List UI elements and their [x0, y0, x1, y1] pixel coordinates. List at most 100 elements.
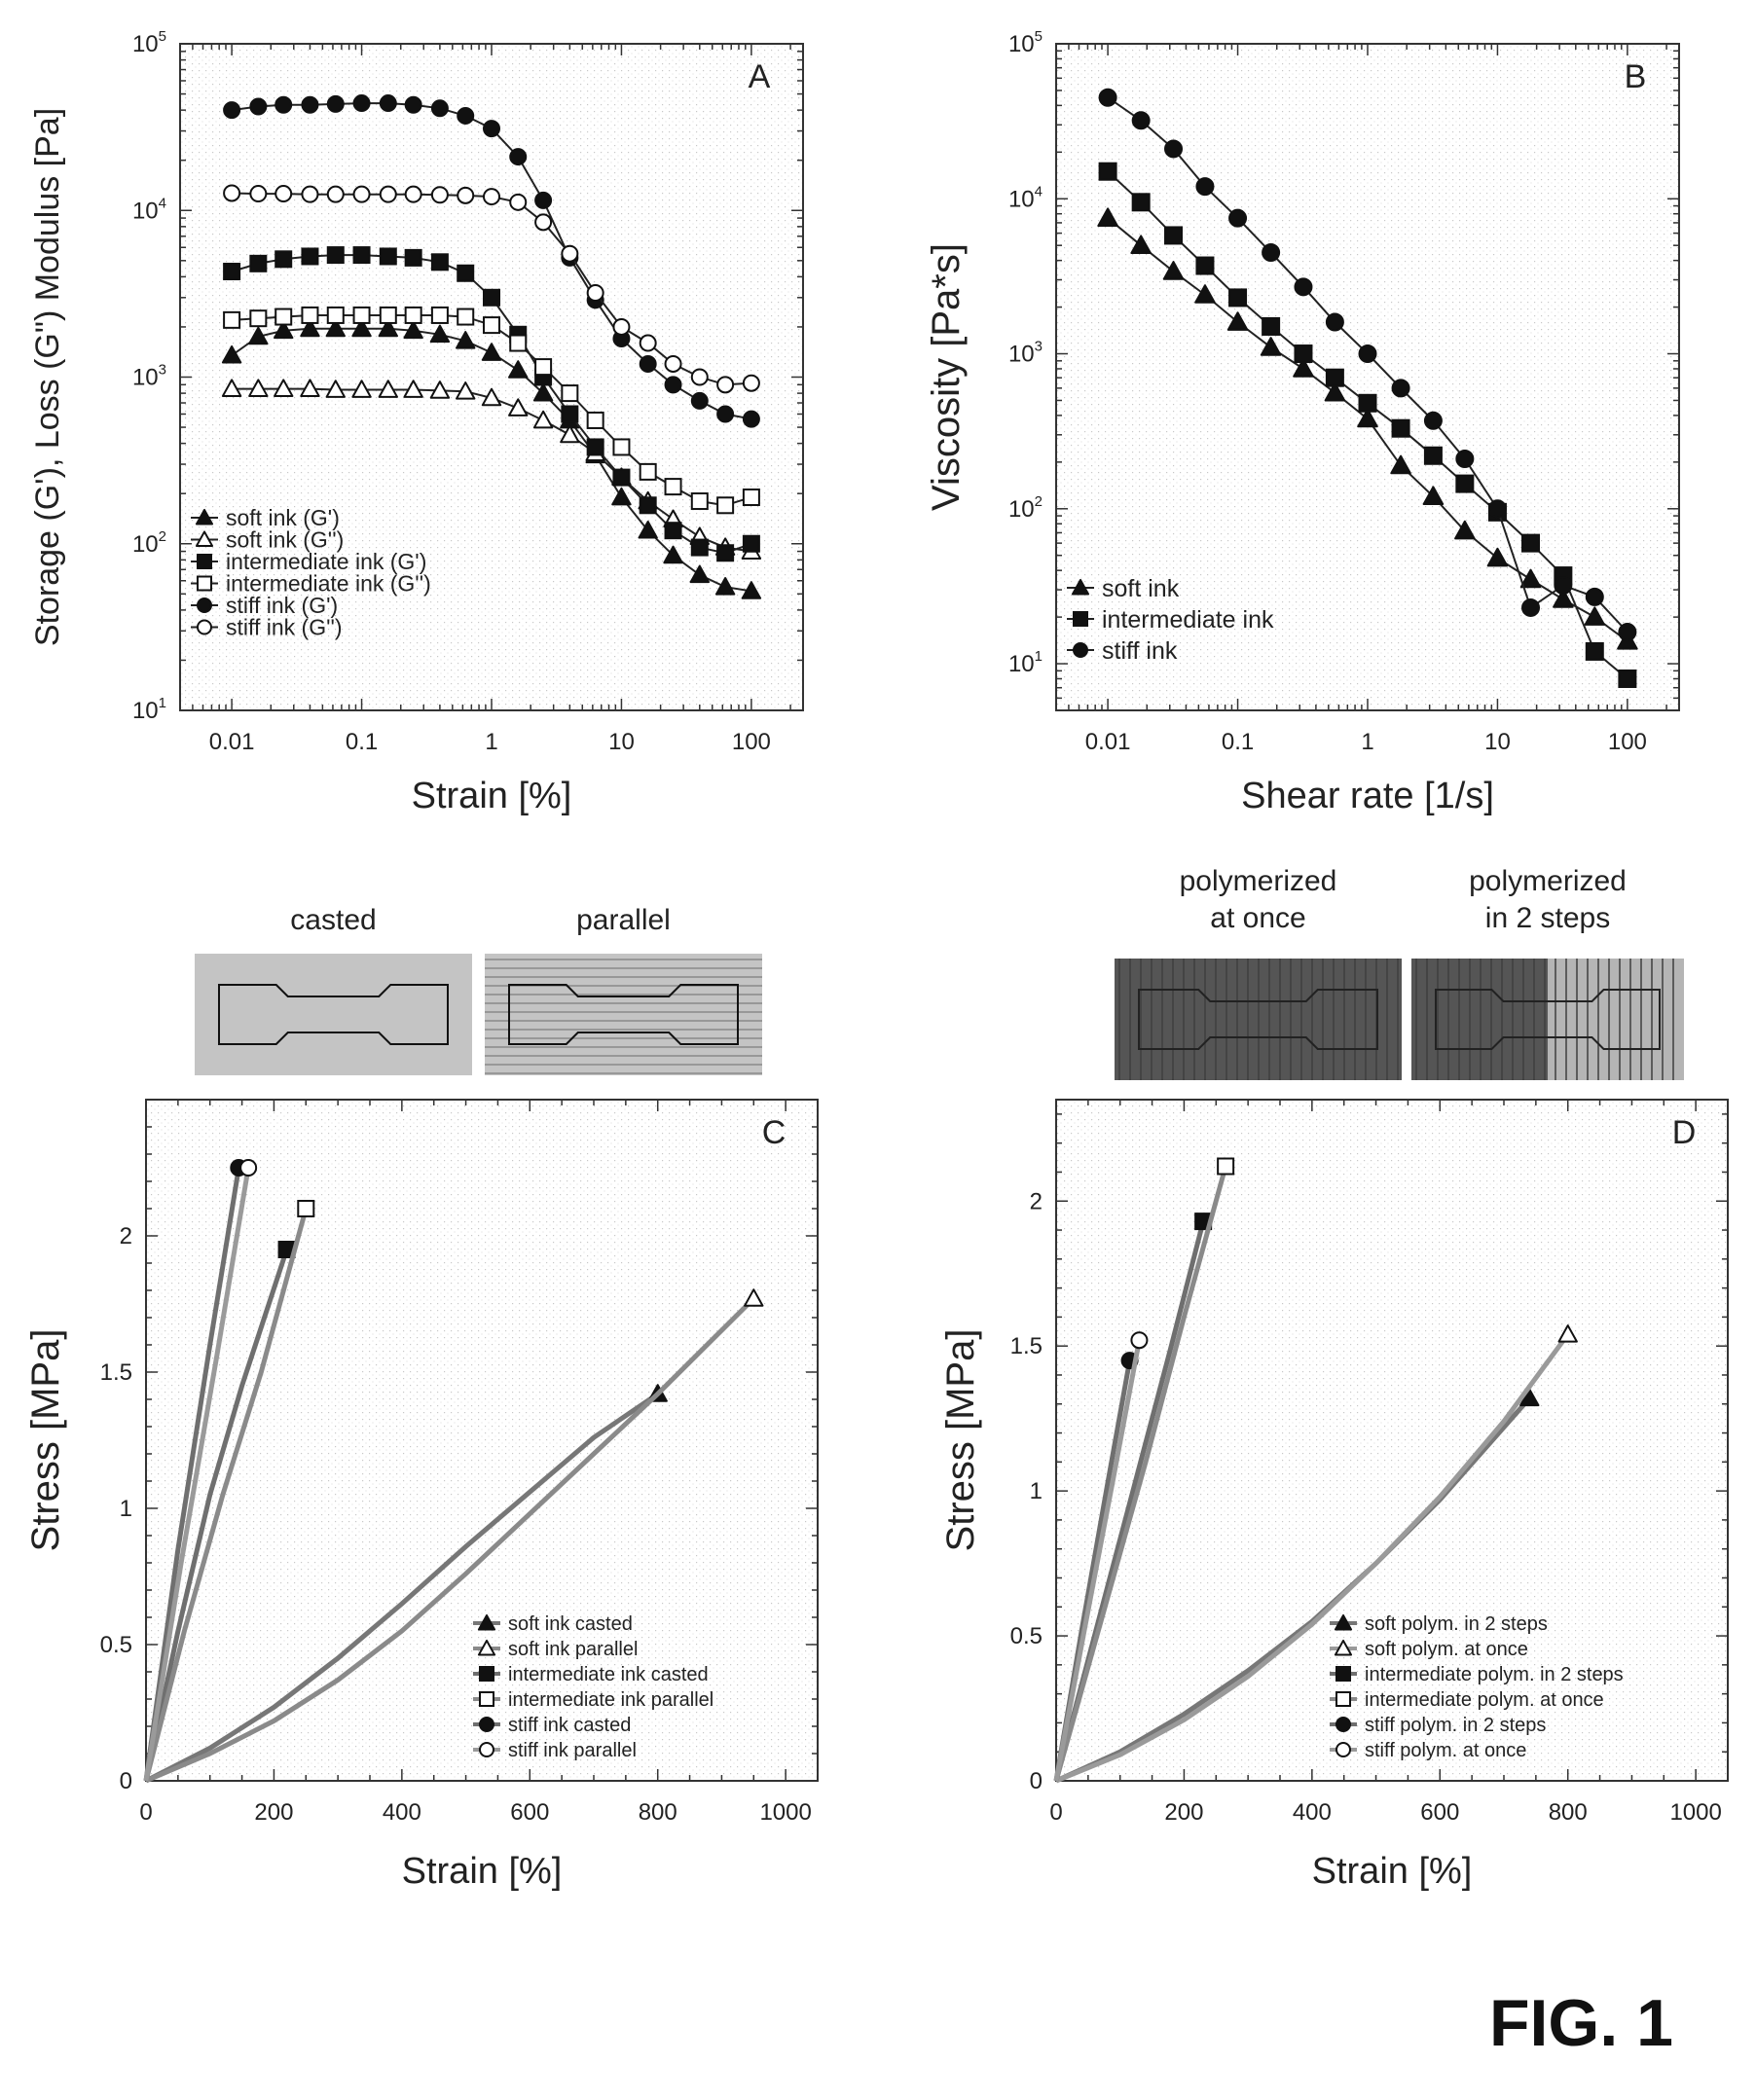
- series-line: [144, 1392, 660, 1784]
- y-tick-label: 2: [120, 1223, 132, 1249]
- series-line: [143, 1167, 251, 1782]
- y-tick-label: 102: [1008, 493, 1043, 523]
- data-point: [274, 95, 293, 114]
- legend-label: soft ink casted: [508, 1613, 633, 1635]
- data-point: [1294, 344, 1313, 364]
- data-point: [223, 310, 241, 329]
- legend-label: intermediate polym. in 2 steps: [1365, 1664, 1624, 1685]
- legend-label: soft ink: [1102, 575, 1180, 602]
- data-point: [1131, 193, 1151, 212]
- legend-marker: [1335, 1691, 1351, 1707]
- x-tick-label: 100: [732, 729, 771, 755]
- data-point: [379, 94, 397, 113]
- data-point: [639, 462, 657, 481]
- sample-label-line2: in 2 steps: [1485, 902, 1610, 934]
- data-point: [429, 380, 451, 399]
- data-point: [664, 478, 682, 496]
- data-point: [742, 489, 760, 507]
- legend: soft ink (G')soft ink (G'')intermediate …: [191, 505, 431, 640]
- legend-label: intermediate ink casted: [508, 1664, 709, 1685]
- y-tick-label: 0: [120, 1768, 132, 1794]
- series-intermediate-polym-at-once: [1053, 1157, 1235, 1782]
- data-point: [689, 564, 710, 584]
- data-point: [379, 306, 397, 324]
- data-point: [1324, 381, 1346, 402]
- data-point: [1130, 1331, 1149, 1350]
- dogbone-outline: [218, 984, 449, 1045]
- data-point: [1195, 177, 1215, 197]
- legend-item-intermediate-ink-casted: intermediate ink casted: [473, 1664, 709, 1685]
- data-point: [508, 360, 529, 379]
- legend-marker: [1334, 1639, 1353, 1656]
- axis-ticks: [145, 1099, 819, 1782]
- legend-marker: [1335, 1717, 1351, 1732]
- data-point: [301, 95, 319, 114]
- data-point: [1260, 337, 1282, 356]
- sample-background-light: [1548, 959, 1684, 1080]
- data-point: [741, 581, 762, 599]
- series-line: [143, 1208, 309, 1782]
- data-point: [1487, 499, 1507, 519]
- series-intermediate-ink-g: [223, 306, 760, 515]
- legend-item-soft-polym-at-once: soft polym. at once: [1330, 1639, 1528, 1660]
- legend-item-intermediate-ink: intermediate ink: [1067, 606, 1274, 634]
- legend-marker: [479, 1691, 494, 1707]
- legend-item-stiff-ink-g: stiff ink (G''): [191, 615, 343, 640]
- plot-area: [1055, 1099, 1729, 1782]
- data-point: [1262, 242, 1281, 262]
- y-tick-label: 105: [132, 28, 166, 57]
- chart-panel-d: 0 200 400 600 800 1000 0 0.5 1 1.5 2 Strain [%] Stre…: [939, 1099, 1729, 1892]
- legend-label: intermediate ink parallel: [508, 1689, 713, 1711]
- data-point: [1519, 1388, 1540, 1407]
- data-point: [1422, 486, 1445, 506]
- x-axis-label: Strain [%]: [1312, 1851, 1473, 1892]
- sample-label: casted: [290, 904, 376, 936]
- data-point: [325, 318, 346, 338]
- sample-image-casted: casted: [195, 904, 472, 1075]
- dogbone-outline: [1435, 989, 1661, 1050]
- legend-item-intermediate-ink-g: intermediate ink (G''): [191, 571, 431, 597]
- series-soft-ink: [1097, 207, 1638, 650]
- data-point: [326, 306, 345, 324]
- data-point: [1293, 358, 1314, 378]
- legend-label: stiff polym. in 2 steps: [1365, 1715, 1546, 1736]
- data-point: [301, 247, 319, 266]
- legend-label: stiff ink (G'): [226, 593, 338, 618]
- y-tick-label: 0.5: [100, 1632, 132, 1658]
- data-point: [639, 496, 657, 515]
- data-point: [1554, 576, 1573, 596]
- x-tick-label: 1000: [1669, 1799, 1721, 1826]
- data-point: [612, 438, 631, 456]
- legend-label: soft polym. at once: [1365, 1639, 1528, 1660]
- legend-item-soft-ink-g: soft ink (G''): [191, 527, 344, 553]
- data-point: [223, 184, 241, 202]
- legend-marker: [197, 575, 212, 592]
- y-tick-label: 104: [1008, 183, 1043, 212]
- data-point: [561, 384, 579, 403]
- data-point: [1486, 547, 1509, 567]
- data-point: [1391, 418, 1410, 438]
- data-point: [690, 368, 709, 386]
- data-point: [352, 306, 371, 324]
- data-point: [404, 185, 422, 203]
- data-point: [379, 185, 397, 203]
- data-point: [534, 213, 553, 232]
- legend-marker: [479, 1742, 494, 1757]
- legend-marker: [1335, 1666, 1351, 1682]
- data-point: [1521, 597, 1541, 617]
- data-point: [352, 185, 371, 203]
- sample-image-parallel: parallel: [485, 904, 762, 1075]
- data-point: [429, 324, 451, 344]
- data-point: [430, 99, 449, 118]
- data-point: [1358, 393, 1377, 413]
- data-point: [1228, 288, 1248, 308]
- data-point: [1455, 449, 1475, 468]
- panel-letter: D: [1672, 1114, 1697, 1151]
- x-tick-label: 0.1: [1222, 729, 1254, 755]
- data-point: [664, 522, 682, 540]
- legend-marker: [479, 1666, 494, 1682]
- x-tick-label: 200: [1164, 1799, 1203, 1826]
- data-point: [1194, 284, 1216, 304]
- x-tick-label: 1: [1361, 729, 1373, 755]
- series-stiff-ink-g: [223, 184, 760, 394]
